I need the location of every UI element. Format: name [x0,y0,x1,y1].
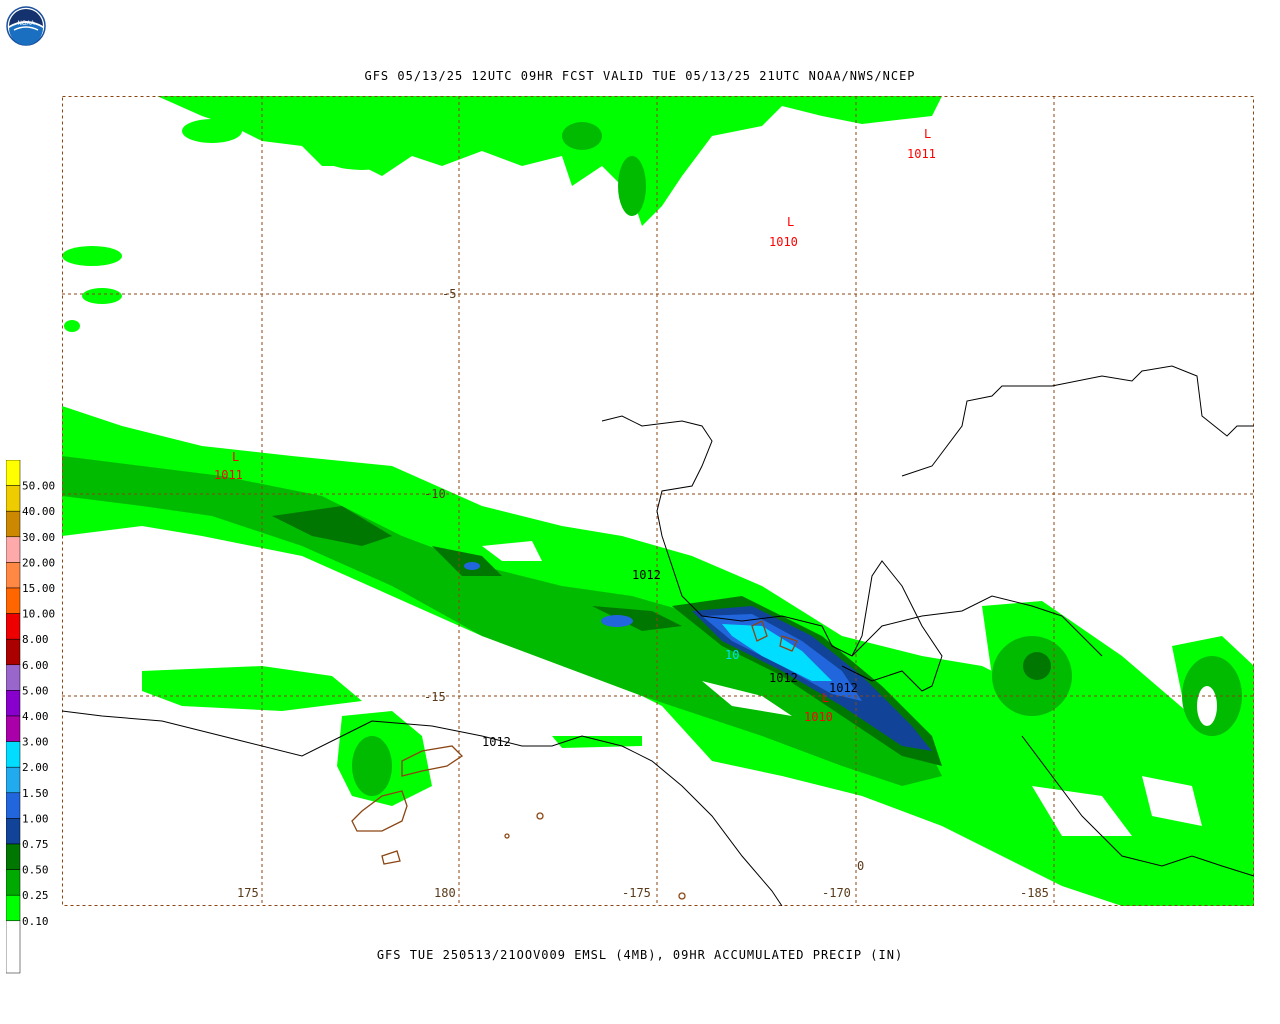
low-symbol: L [822,691,829,705]
legend-swatch [6,869,21,896]
legend-swatch [6,460,21,486]
precip-map: 175 180 -175 -170 -185 0 -5 -10 -15 L 10… [62,96,1254,906]
lon-label: 175 [237,886,259,900]
lon-label: -175 [622,886,651,900]
isobar-labels: 1012 1012 1012 1012 10 [482,568,858,749]
lat-label: -15 [424,690,446,704]
low-center: L 1011 [907,127,936,161]
legend-swatch [6,664,21,691]
low-symbol: L [787,215,794,229]
isobar-label: 1012 [769,671,798,685]
legend-label: 40.00 [22,505,55,518]
low-center: L 1010 [769,215,798,249]
isobar-label: 1012 [482,735,511,749]
legend-label: 4.00 [22,710,49,723]
lon-label: 180 [434,886,456,900]
legend-label: 6.00 [22,659,49,672]
legend-label: 8.00 [22,633,49,646]
legend-swatch [6,818,21,845]
precip-gaps [482,541,1217,836]
legend-swatch [6,510,21,538]
legend-boxes [6,460,21,974]
legend-swatch [6,690,21,717]
legend-label: 0.25 [22,889,49,902]
lon-label: -170 [822,886,851,900]
legend-swatch [6,587,21,614]
lat-labels: -5 -10 -15 [424,287,456,704]
isobar-label: 1012 [632,568,661,582]
legend-swatch [6,485,21,512]
legend-label: 0.50 [22,864,49,877]
legend-swatch [6,613,21,640]
low-value: 1010 [769,235,798,249]
low-symbol: L [924,127,931,141]
precip-band [62,406,1254,906]
legend-label: 1.00 [22,812,49,825]
legend-label: 3.00 [22,736,49,749]
low-value: 1011 [214,468,243,482]
isobars [62,365,1254,906]
low-value: 1010 [804,710,833,724]
legend-swatch [6,638,21,666]
legend-label: 50.00 [22,480,55,493]
legend-label: 10.00 [22,608,55,621]
legend-swatch-none [6,920,21,974]
precip-legend: 50.00 40.00 30.00 20.00 15.00 10.00 8.00 6.00 5.… [6,460,55,974]
low-value: 1011 [907,147,936,161]
low-center: L 1010 [804,691,833,724]
logo-text: NOAA [17,21,34,27]
precip-north [62,96,942,332]
legend-swatch [6,843,21,870]
legend-swatch [6,766,21,794]
isobar-label: 1012 [829,681,858,695]
legend-swatch [6,715,21,742]
precip-north-mid [562,122,646,216]
isobar-label-small: 10 [725,648,739,662]
lon-label: -185 [1020,886,1049,900]
legend-label: 0.75 [22,838,49,851]
legend-swatch [6,894,21,922]
lat-lon-grid [62,96,1254,906]
legend-swatch [6,536,21,563]
lon-labels: 175 180 -175 -170 -185 0 [237,859,1049,900]
lat-label: -10 [424,487,446,501]
legend-label: 0.10 [22,915,49,928]
noaa-logo: NOAA [6,6,46,46]
stray-label: 0 [857,859,864,873]
legend-label: 30.00 [22,531,55,544]
legend-label: 15.00 [22,582,55,595]
legend-label: 20.00 [22,556,55,569]
chart-subtitle: GFS TUE 250513/21OOV009 EMSL (4MB), 09HR… [376,948,904,962]
legend-swatch [6,741,21,768]
legend-swatch [6,562,21,589]
low-center: L 1011 [214,450,243,482]
legend-label: 1.50 [22,787,49,800]
legend-labels: 50.00 40.00 30.00 20.00 15.00 10.00 8.00 6.00 5.… [22,480,55,928]
coastlines [351,620,798,900]
legend-label: 2.00 [22,761,49,774]
chart-title: GFS 05/13/25 12UTC 09HR FCST VALID TUE 0… [364,69,916,83]
legend-label: 5.00 [22,684,49,697]
low-symbol: L [232,450,239,464]
legend-swatch [6,792,21,819]
low-centers: L 1011 L 1010 L 1011 L 1010 [214,127,936,724]
lat-label: -5 [442,287,456,301]
